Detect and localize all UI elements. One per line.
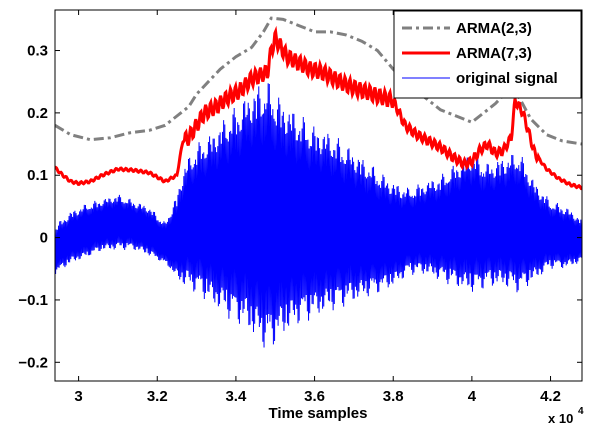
legend-label: ARMA(2,3): [456, 20, 532, 37]
x-scale-exponent: 4: [578, 406, 584, 417]
x-tick-label: 3.2: [147, 388, 168, 405]
x-tick-label: 4: [468, 388, 477, 405]
x-tick-label: 4.2: [540, 388, 561, 405]
legend-label: original signal: [456, 70, 558, 87]
series-original-signal: [55, 83, 582, 348]
y-tick-label: −0.2: [18, 354, 48, 371]
x-tick-label: 3.6: [304, 388, 325, 405]
y-tick-label: 0.1: [27, 167, 48, 184]
x-axis-label: Time samples: [269, 405, 368, 422]
x-tick-label: 3: [74, 388, 82, 405]
y-tick-label: 0.2: [27, 105, 48, 122]
y-tick-label: 0.3: [27, 43, 48, 60]
plot-frame: [54, 9, 583, 382]
y-tick-label: 0: [40, 230, 48, 247]
x-tick-label: 3.8: [383, 388, 404, 405]
x-scale-label: x 10: [548, 411, 573, 426]
y-tick-label: −0.1: [18, 292, 48, 309]
tick-layer: 3 3.2 3.4 3.6 3.8 4 4.2 −0.2 −0.1 0 0.1 0.2 0.3: [18, 10, 582, 405]
series-arma-7-3: [55, 25, 582, 191]
series-arma-2-3: [55, 16, 582, 146]
legend-label: ARMA(7,3): [456, 45, 532, 62]
legend: ARMA(2,3) ARMA(7,3) original signal: [393, 10, 582, 99]
x-tick-label: 3.4: [225, 388, 247, 405]
series-layer: [55, 16, 582, 348]
